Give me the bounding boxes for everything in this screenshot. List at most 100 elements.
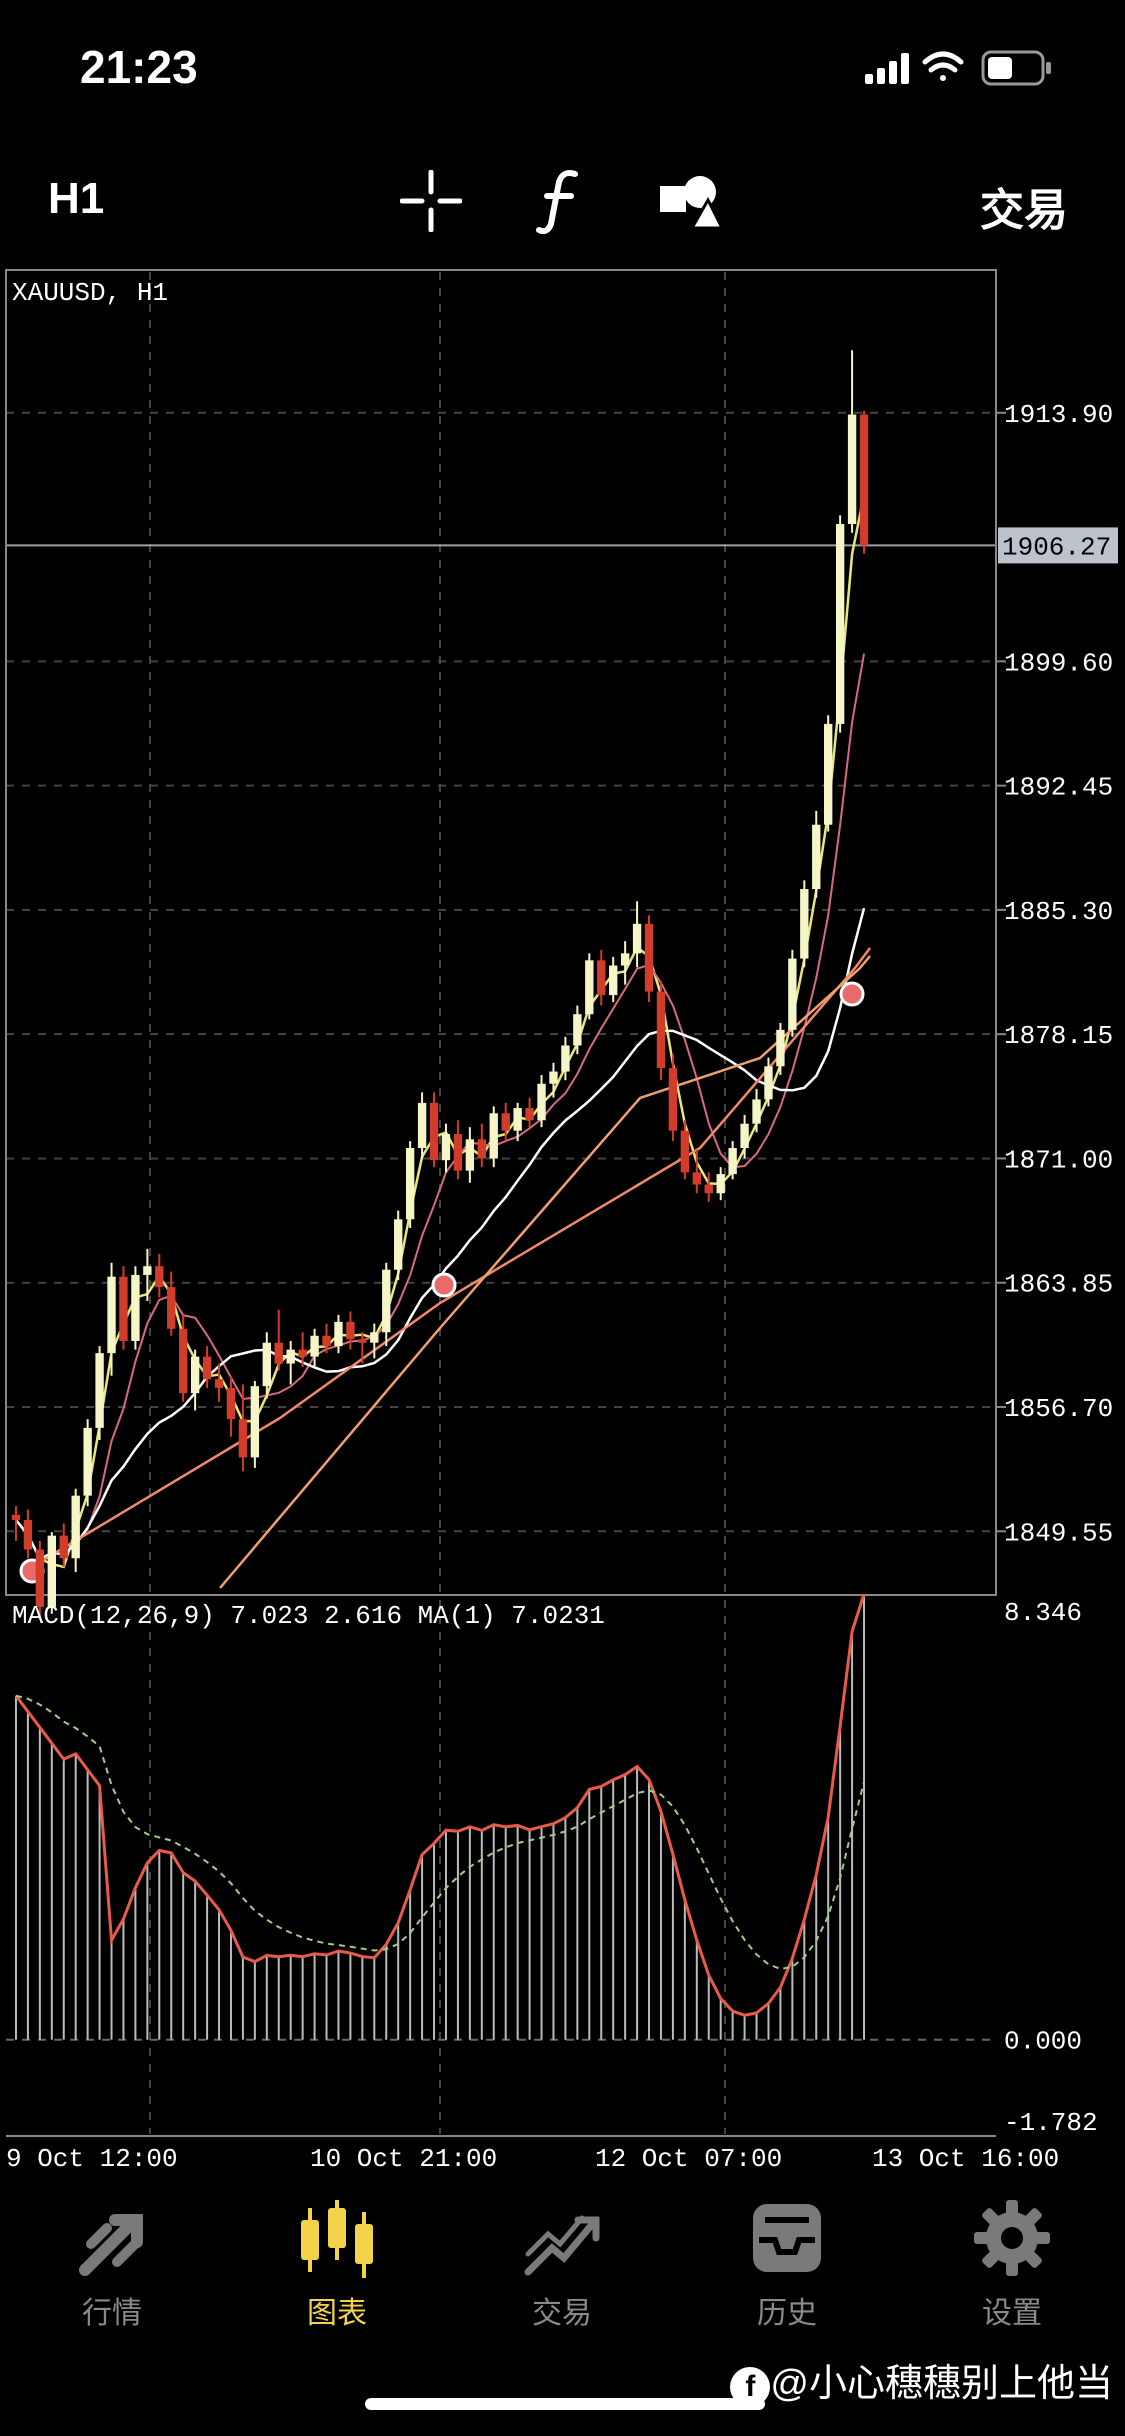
candle-body: [322, 1335, 331, 1347]
time-tick-label: 10 Oct 21:00: [310, 2144, 497, 2168]
candle-body: [656, 991, 666, 1069]
candle-body: [286, 1349, 295, 1364]
chart-toolbar: H1 交易: [0, 160, 1125, 240]
candle-body: [537, 1083, 546, 1121]
candle-body: [668, 1068, 678, 1131]
battery-icon: [981, 50, 1051, 86]
candle-body: [859, 414, 869, 546]
candle-body: [620, 953, 630, 966]
candle-body: [214, 1379, 224, 1388]
price-tick-label: 1849.55: [1004, 1518, 1113, 1548]
macd-line: [14, 1593, 866, 2017]
candle-body: [405, 1148, 415, 1220]
gear-icon: [974, 2200, 1050, 2276]
price-tick-label: 1871.00: [1004, 1145, 1113, 1175]
candle-body: [549, 1071, 558, 1084]
candle-body: [298, 1349, 307, 1357]
chart-area[interactable]: 1913.90 1899.60 1892.45 1885.30 1878.15 1871.…: [0, 268, 1125, 2174]
macd-tick-label: 8.346: [1004, 1598, 1082, 1628]
candle-body: [107, 1276, 116, 1354]
candle-body: [370, 1332, 379, 1343]
candle-body: [740, 1123, 749, 1149]
time-tick-label: 12 Oct 07:00: [595, 2144, 782, 2168]
candle-body: [824, 723, 833, 825]
nav-settings-label: 设置: [982, 2297, 1042, 2330]
signal-marker: [431, 1272, 457, 1298]
candle-body: [764, 1066, 773, 1100]
candle-body: [274, 1342, 283, 1364]
candle-body: [728, 1148, 737, 1175]
candle-body: [202, 1356, 212, 1380]
watermark: f @小心穗穗别上他当: [730, 2352, 1113, 2407]
candle-body: [800, 889, 809, 959]
nav-trade[interactable]: 交易: [472, 2190, 652, 2340]
trade-button[interactable]: 交易: [980, 186, 1068, 235]
candle-body: [334, 1321, 343, 1347]
candle-body: [561, 1045, 570, 1072]
status-time: 21:23: [80, 41, 198, 93]
ma-mid-line: [15, 653, 866, 1561]
candle-body: [71, 1495, 80, 1559]
candle-body: [382, 1269, 391, 1333]
wifi-icon: [922, 51, 964, 81]
candle-body: [847, 414, 857, 525]
macd-tick-label: -1.782: [1004, 2108, 1098, 2138]
nav-history[interactable]: 历史: [697, 2190, 877, 2340]
current-price-label: 1906.27: [1002, 532, 1111, 562]
candle-body: [59, 1535, 68, 1559]
candle-body: [812, 824, 821, 890]
home-indicator[interactable]: [365, 2398, 765, 2410]
signal-marker: [839, 981, 865, 1007]
price-chart[interactable]: 1913.90 1899.60 1892.45 1885.30 1878.15 1871.…: [0, 268, 1125, 2174]
symbol-label: XAUUSD, H1: [12, 278, 168, 308]
quotes-icon: [79, 2214, 143, 2276]
candle-body: [429, 1102, 439, 1161]
price-tick-label: 1913.90: [1004, 400, 1113, 430]
candle-body: [238, 1419, 248, 1458]
candle-body: [788, 958, 797, 1030]
candle-body: [417, 1102, 427, 1149]
status-icons: [865, 48, 1085, 88]
candle-body: [47, 1535, 56, 1607]
crosshair-icon[interactable]: [400, 170, 462, 232]
price-tick-label: 1899.60: [1004, 648, 1113, 678]
candle-body: [632, 923, 642, 954]
ma-long-line: [29, 947, 871, 1570]
candlestick-icon: [301, 2200, 373, 2278]
nav-history-label: 历史: [757, 2297, 817, 2330]
candle-body: [310, 1335, 319, 1357]
candle-body: [692, 1172, 701, 1185]
candle-body: [573, 1014, 582, 1046]
candle-body: [704, 1184, 713, 1194]
price-tick-label: 1878.15: [1004, 1021, 1113, 1051]
nav-settings[interactable]: 设置: [922, 2190, 1102, 2340]
candle-body: [226, 1387, 236, 1420]
candle-body: [190, 1356, 200, 1394]
macd-label: MACD(12,26,9) 7.023 2.616 MA(1) 7.0231: [12, 1601, 605, 1631]
candle-body: [11, 1514, 21, 1520]
candle-body: [250, 1386, 260, 1458]
candle-body: [716, 1174, 725, 1194]
objects-icon[interactable]: [658, 170, 722, 232]
candle-body: [262, 1342, 271, 1387]
nav-trade-label: 交易: [532, 2297, 592, 2330]
candle-body: [776, 1029, 785, 1067]
signal-line: [15, 1694, 865, 1970]
candle-body: [465, 1139, 475, 1171]
candle-body: [155, 1266, 164, 1288]
function-icon[interactable]: [535, 168, 585, 234]
trade-icon: [524, 2215, 600, 2276]
candle-body: [585, 960, 594, 1015]
candle-body: [453, 1134, 463, 1171]
nav-chart[interactable]: 图表: [247, 2190, 427, 2340]
timeframe-button[interactable]: H1: [48, 174, 105, 223]
candle-body: [501, 1113, 510, 1131]
candle-body: [143, 1266, 152, 1275]
candle-body: [441, 1134, 451, 1161]
signal-icon: [865, 53, 909, 84]
nav-quotes[interactable]: 行情: [22, 2190, 202, 2340]
price-tick-label: 1863.85: [1004, 1270, 1113, 1300]
candle-body: [131, 1274, 140, 1341]
candle-body: [119, 1276, 128, 1341]
nav-quotes-label: 行情: [82, 2297, 142, 2330]
